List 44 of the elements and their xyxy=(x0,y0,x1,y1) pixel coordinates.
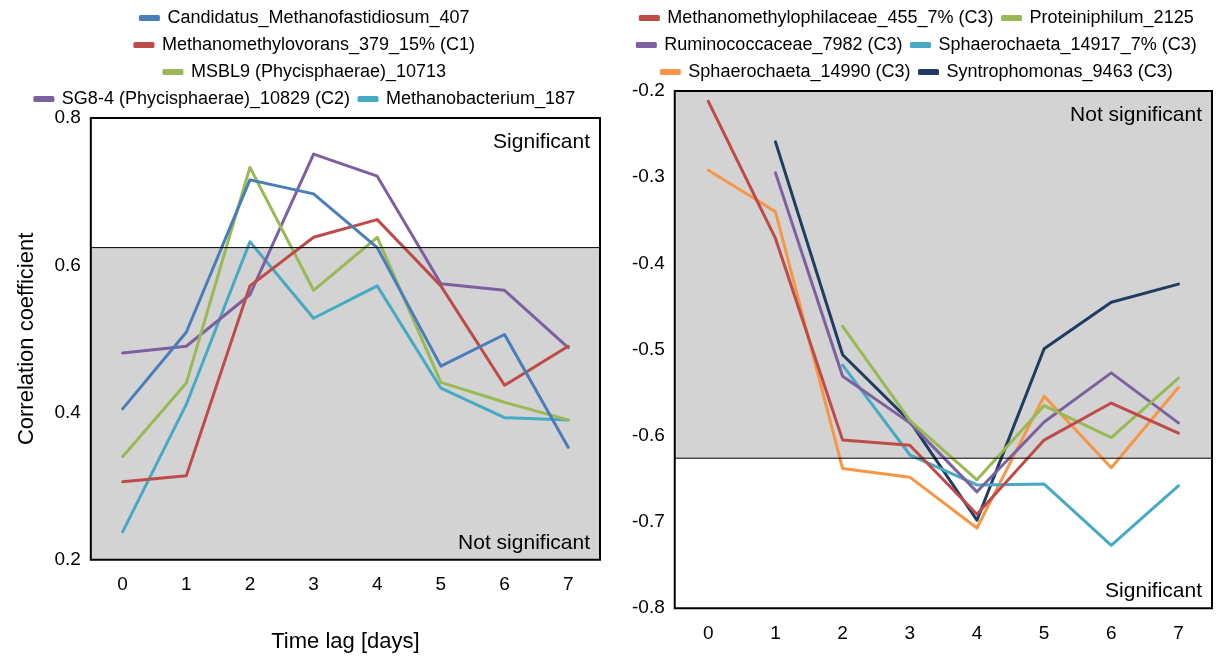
x-tick-label: 0 xyxy=(703,621,714,643)
y-tick-label: -0.4 xyxy=(631,251,666,273)
band-label: Not significant xyxy=(458,530,591,554)
legend-label: Sphaerochaeta_14917_7% (C3) xyxy=(938,33,1197,55)
x-tick-label: 5 xyxy=(435,573,447,595)
annotation: Significant xyxy=(493,129,591,153)
legend-label: Methanobacterium_187 xyxy=(386,87,576,109)
legend-label: Ruminococcaceae_7982 (C3) xyxy=(664,33,903,55)
x-tick-label: 1 xyxy=(181,573,192,595)
legend-label: Syntrophomonas_9463 (C3) xyxy=(946,60,1173,82)
y-tick-label: 0.6 xyxy=(54,253,81,275)
x-tick-label: 4 xyxy=(371,573,383,595)
y-axis-title: Correlation coefficient xyxy=(13,232,39,446)
legend-label: SG8-4 (Phycisphaerae)_10829 (C2) xyxy=(61,87,351,109)
x-tick-label: 6 xyxy=(1105,621,1117,643)
legend-label: Candidatus_Methanofastidiosum_407 xyxy=(167,6,470,28)
y-tick-label: 0.2 xyxy=(54,548,81,570)
y-tick-label: -0.8 xyxy=(631,596,665,618)
y-tick-label: -0.7 xyxy=(631,510,665,532)
x-tick-label: 2 xyxy=(244,573,256,595)
x-tick-label: 2 xyxy=(837,621,848,643)
y-tick-label: -0.3 xyxy=(631,165,665,187)
x-tick-label: 3 xyxy=(308,573,319,595)
y-tick-label: 0.4 xyxy=(54,400,82,422)
x-axis-title: Time lag [days] xyxy=(271,627,420,653)
x-tick-label: 3 xyxy=(904,621,916,643)
x-tick-label: 0 xyxy=(117,573,128,595)
legend-label: Proteiniphilum_2125 xyxy=(1029,6,1194,28)
y-tick-label: -0.5 xyxy=(631,337,665,359)
y-tick-label: -0.2 xyxy=(631,79,665,101)
legend-label: Sphaerochaeta_14990 (C3) xyxy=(688,60,911,82)
annotation: Significant xyxy=(1105,578,1203,602)
x-tick-label: 4 xyxy=(971,621,983,643)
y-tick-label: -0.6 xyxy=(631,424,665,446)
x-tick-label: 7 xyxy=(1173,621,1184,643)
x-tick-label: 5 xyxy=(1038,621,1050,643)
x-tick-label: 1 xyxy=(770,621,781,643)
x-tick-label: 6 xyxy=(499,573,510,595)
legend-label: MSBL9 (Phycisphaerae)_10713 xyxy=(190,60,447,82)
legend-label: Methanomethylophilaceae_455_7% (C3) xyxy=(667,6,994,28)
x-tick-label: 7 xyxy=(562,573,574,595)
y-tick-label: 0.8 xyxy=(54,106,81,128)
legend-label: Methanomethylovorans_379_15% (C1) xyxy=(161,33,476,55)
band-label: Not significant xyxy=(1070,102,1203,126)
